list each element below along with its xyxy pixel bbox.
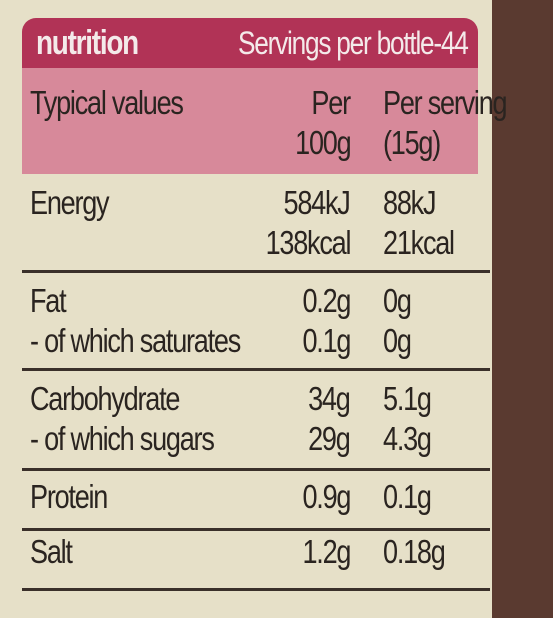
column-title: 100g bbox=[294, 124, 352, 161]
cell: 29g bbox=[308, 420, 352, 457]
cell: 1.2g bbox=[302, 533, 351, 570]
cell: Salt bbox=[30, 533, 73, 570]
cell: 5.1g bbox=[383, 380, 432, 417]
cell: 0.2g bbox=[302, 282, 351, 319]
column-title: Per bbox=[311, 84, 352, 121]
header-band: nutrition Servings per bottle-44 bbox=[22, 18, 478, 68]
cell: - of which saturates bbox=[30, 322, 241, 359]
cell: 0g bbox=[383, 322, 412, 359]
cell: 138kcal bbox=[265, 224, 351, 261]
row-divider bbox=[22, 270, 490, 273]
cell: 0g bbox=[383, 282, 412, 319]
cell: 0.1g bbox=[302, 322, 351, 359]
cell: - of which sugars bbox=[30, 420, 215, 457]
cell: 0.1g bbox=[383, 478, 432, 515]
cell: 4.3g bbox=[383, 420, 432, 457]
row-divider bbox=[22, 368, 490, 371]
cell: 21kcal bbox=[383, 224, 455, 261]
cell: Protein bbox=[30, 478, 108, 515]
nutrition-label: nutrition Servings per bottle-44 Typical… bbox=[0, 0, 508, 618]
row-divider bbox=[22, 528, 490, 531]
cell: 0.18g bbox=[383, 533, 446, 570]
cell: 88kJ bbox=[383, 184, 436, 221]
column-title: Per serving bbox=[383, 84, 508, 121]
cell: Fat bbox=[30, 282, 67, 319]
cell: 584kJ bbox=[283, 184, 351, 221]
column-title: Typical values bbox=[30, 84, 184, 121]
cell: Carbohydrate bbox=[30, 380, 180, 417]
cell: Energy bbox=[30, 184, 110, 221]
row-divider bbox=[22, 468, 490, 471]
cell: 34g bbox=[308, 380, 352, 417]
servings: Servings per bottle-44 bbox=[238, 25, 469, 61]
column-title: (15g) bbox=[383, 124, 441, 161]
row-divider bbox=[22, 588, 490, 591]
brand: nutrition bbox=[36, 24, 139, 62]
column-header bbox=[22, 68, 478, 174]
cell: 0.9g bbox=[302, 478, 351, 515]
